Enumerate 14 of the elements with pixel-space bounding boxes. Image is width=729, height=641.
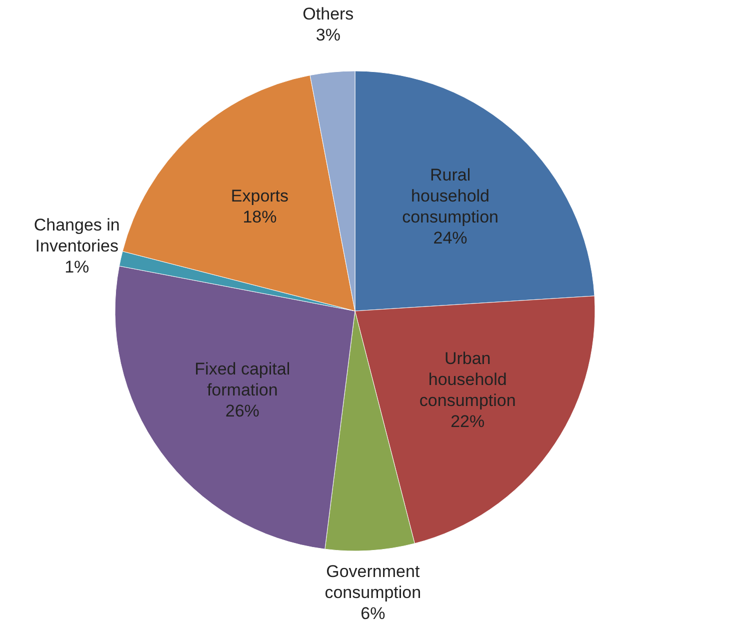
data-label: 24%: [433, 228, 468, 248]
slice-label: Rural household consumption: [402, 166, 498, 227]
slice-label: Government consumption: [324, 562, 422, 602]
slice-label: Exports: [230, 186, 289, 206]
slice-label: Fixed capital formation: [194, 359, 290, 400]
slice-label: Others: [302, 4, 354, 24]
slice-label: Changes in Inventories: [34, 215, 120, 256]
data-label: 18%: [242, 208, 277, 227]
data-label: 6%: [360, 604, 386, 623]
data-label: 3%: [316, 25, 340, 44]
data-label: 26%: [225, 401, 260, 420]
data-label: 22%: [450, 412, 485, 431]
data-label: 1%: [64, 257, 90, 276]
slice-label: Urban household consumption: [419, 348, 516, 410]
